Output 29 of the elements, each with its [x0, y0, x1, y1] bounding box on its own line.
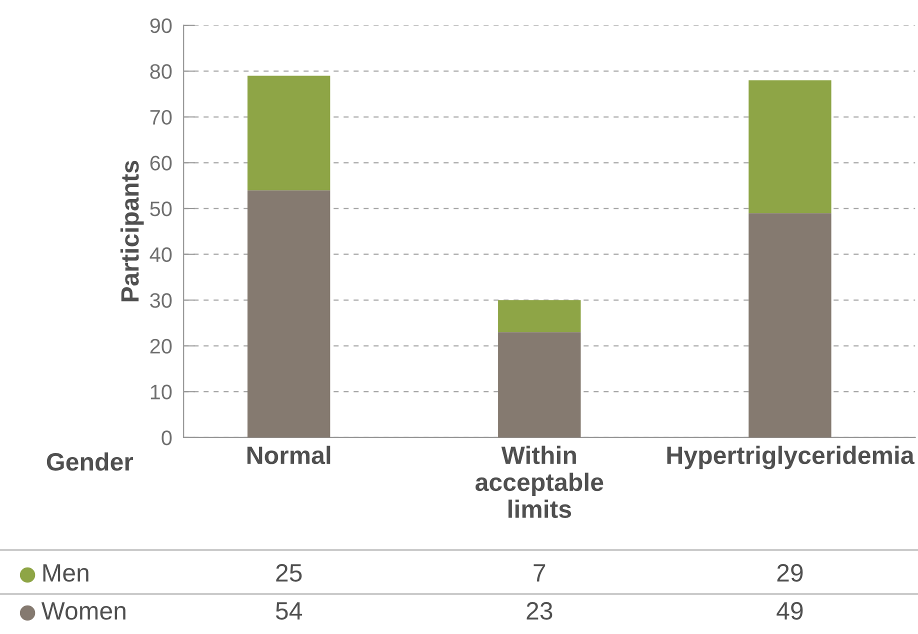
- data-label: 23: [526, 602, 552, 620]
- y-tick-label: 60: [150, 156, 172, 170]
- y-tick-label: 20: [150, 338, 172, 354]
- y-tick-label: 30: [150, 293, 172, 308]
- legend-label: Women: [41, 602, 126, 620]
- bar: [498, 300, 581, 332]
- data-label: 25: [276, 564, 302, 582]
- data-label: 7: [534, 564, 546, 582]
- legend-label: Men: [43, 564, 88, 582]
- y-tick-label: 50: [150, 202, 172, 216]
- y-tick-label: 40: [150, 247, 172, 262]
- x-tick-label: Hypertriglyceridemia: [667, 446, 914, 470]
- x-tick-label: Normal: [247, 446, 330, 464]
- y-axis-title: Participants: [120, 160, 144, 302]
- bar: [498, 332, 581, 438]
- data-label: 29: [777, 564, 803, 582]
- y-tick-label: 70: [150, 110, 172, 125]
- y-tick-label: 10: [150, 384, 172, 400]
- x-tick-label: Within acceptable limits: [476, 446, 604, 518]
- bar: [748, 80, 832, 214]
- y-tick-label: 0: [162, 430, 172, 446]
- legend-title: Gender: [46, 452, 134, 471]
- data-label: 49: [776, 602, 803, 620]
- bar: [247, 190, 330, 438]
- bar: [748, 213, 832, 438]
- y-tick-label: 90: [150, 18, 172, 34]
- data-label: 54: [276, 602, 302, 620]
- y-tick-label: 80: [150, 64, 172, 79]
- bar: [247, 76, 330, 190]
